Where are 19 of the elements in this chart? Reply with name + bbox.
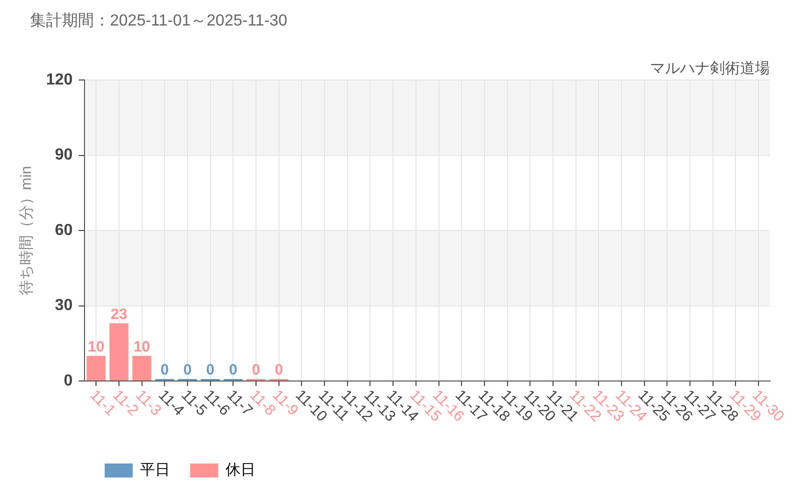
data-label: 0: [160, 362, 169, 379]
chart-subtitle: マルハナ剣術道場: [650, 60, 770, 78]
y-tick-label: 0: [64, 372, 73, 390]
y-tick-label: 60: [54, 222, 73, 239]
data-label: 10: [133, 338, 150, 356]
data-label: 0: [206, 362, 215, 379]
data-label: 0: [274, 362, 284, 379]
y-tick-label: 120: [46, 71, 73, 88]
chart-title: 集計期間：2025-11-01～2025-11-30: [30, 11, 288, 30]
data-label: 0: [229, 362, 238, 379]
data-label: 10: [88, 338, 104, 356]
legend-label: 休日: [226, 462, 256, 479]
data-label: 23: [110, 306, 128, 323]
y-tick-label: 90: [54, 146, 73, 164]
y-axis-title: 待ち時間（分）min: [18, 166, 36, 296]
legend-label: 平日: [140, 462, 170, 479]
data-label: 0: [183, 362, 192, 379]
data-label: 0: [252, 362, 260, 379]
y-tick-label: 30: [54, 297, 73, 314]
